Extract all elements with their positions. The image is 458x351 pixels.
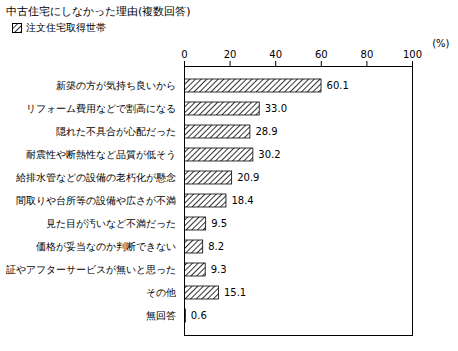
svg-text:その他: その他 <box>146 287 176 298</box>
svg-text:60.1: 60.1 <box>327 80 349 91</box>
svg-text:リフォーム費用などで割高になる: リフォーム費用などで割高になる <box>26 103 176 114</box>
svg-text:33.0: 33.0 <box>265 103 287 114</box>
svg-text:40: 40 <box>269 49 282 60</box>
svg-text:価格が妥当なのか判断できない: 価格が妥当なのか判断できない <box>36 241 176 252</box>
svg-text:9.3: 9.3 <box>211 264 227 275</box>
svg-text:28.9: 28.9 <box>255 126 277 137</box>
svg-text:8.2: 8.2 <box>208 241 224 252</box>
svg-text:30.2: 30.2 <box>258 149 280 160</box>
svg-text:見た目が汚いなど不満だった: 見た目が汚いなど不満だった <box>46 218 176 229</box>
svg-text:0: 0 <box>181 49 187 60</box>
svg-text:100: 100 <box>403 49 422 60</box>
svg-text:80: 80 <box>361 49 374 60</box>
svg-text:60: 60 <box>315 49 328 60</box>
svg-text:保証やアフターサービスが無いと思った: 保証やアフターサービスが無いと思った <box>6 264 176 275</box>
svg-text:0.6: 0.6 <box>191 310 207 321</box>
svg-text:間取りや台所等の設備や広さが不満: 間取りや台所等の設備や広さが不満 <box>16 195 176 206</box>
html-text:注文住宅取得世帯: 注文住宅取得世帯 <box>26 22 106 33</box>
svg-text:20.9: 20.9 <box>237 172 259 183</box>
svg-text:20: 20 <box>224 49 237 60</box>
svg-text:無回答: 無回答 <box>146 310 176 321</box>
svg-text:15.1: 15.1 <box>224 287 246 298</box>
svg-text:(%): (%) <box>432 38 449 49</box>
svg-text:隠れた不具合が心配だった: 隠れた不具合が心配だった <box>56 126 176 137</box>
svg-text:9.5: 9.5 <box>211 218 227 229</box>
html-text:中古住宅にしなかった理由(複数回答): 中古住宅にしなかった理由(複数回答) <box>6 5 191 18</box>
svg-text:耐震性や断熱性など品質が低そう: 耐震性や断熱性など品質が低そう <box>26 149 176 160</box>
svg-text:18.4: 18.4 <box>231 195 253 206</box>
svg-text:給排水管などの設備の老朽化が懸念: 給排水管などの設備の老朽化が懸念 <box>15 172 176 183</box>
svg-text:新築の方が気持ち良いから: 新築の方が気持ち良いから <box>56 80 176 91</box>
